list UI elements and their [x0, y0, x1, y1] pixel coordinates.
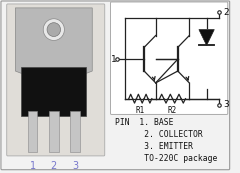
Bar [70, 111, 80, 152]
Text: 3. EMITTER: 3. EMITTER [115, 142, 193, 151]
Bar [49, 111, 59, 152]
Text: R1: R1 [136, 106, 145, 115]
Text: 3: 3 [223, 100, 229, 109]
Text: 1: 1 [110, 55, 116, 64]
Circle shape [47, 23, 60, 37]
Text: 2: 2 [223, 8, 228, 17]
Text: 3: 3 [72, 161, 78, 171]
FancyBboxPatch shape [110, 2, 228, 115]
Text: R2: R2 [168, 106, 177, 115]
Text: 2. COLLECTOR: 2. COLLECTOR [115, 130, 203, 139]
Text: PIN  1. BASE: PIN 1. BASE [115, 118, 174, 127]
Circle shape [43, 19, 64, 40]
Polygon shape [15, 8, 92, 74]
Text: TO-220C package: TO-220C package [115, 154, 218, 163]
Bar [28, 111, 37, 152]
Polygon shape [21, 67, 86, 116]
Text: 2: 2 [51, 161, 57, 171]
Text: 1: 1 [30, 161, 36, 171]
FancyBboxPatch shape [7, 4, 105, 156]
FancyBboxPatch shape [1, 1, 230, 170]
Polygon shape [199, 30, 214, 45]
